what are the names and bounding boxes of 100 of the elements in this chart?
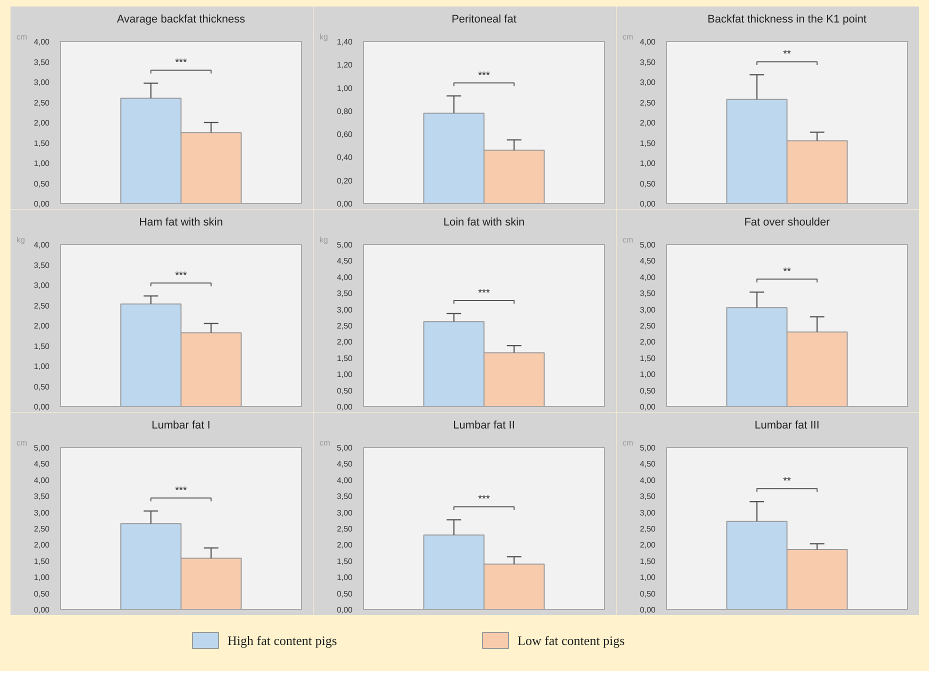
y-tick-label: 3,00 <box>640 305 656 314</box>
y-tick-label: 4,50 <box>640 460 656 469</box>
y-tick-label: 1,00 <box>640 159 656 168</box>
y-tick-label: 3,00 <box>640 508 656 518</box>
y-tick-label: 4,00 <box>34 240 50 250</box>
annotation: ** <box>783 266 791 278</box>
y-axis-title: cm <box>16 438 28 448</box>
y-tick-label: 2,50 <box>336 524 354 534</box>
y-axis-title: cm <box>320 438 330 448</box>
y-tick-label: 4,00 <box>336 476 354 485</box>
y-tick-label: 0,50 <box>34 179 50 188</box>
y-tick-label: 1,50 <box>640 354 656 363</box>
y-tick-label: 3,50 <box>336 289 354 298</box>
annotation: *** <box>175 58 187 69</box>
y-tick-label: 2,50 <box>640 524 656 534</box>
y-tick-label: 3,50 <box>640 492 656 502</box>
y-tick-label: 4,00 <box>336 272 354 282</box>
y-tick-label: 2,00 <box>34 540 50 550</box>
y-tick-label: 0,50 <box>34 589 50 598</box>
y-tick-label: 0,00 <box>34 402 50 412</box>
y-tick-label: 0,00 <box>640 402 656 412</box>
y-tick-label: 3,50 <box>34 58 50 67</box>
y-tick-label: 0,00 <box>34 200 50 208</box>
y-tick-label: 3,00 <box>34 281 50 290</box>
y-tick-label: 1,00 <box>640 573 656 582</box>
y-tick-label: 1,00 <box>336 370 354 380</box>
y-tick-label: 0,00 <box>336 402 354 412</box>
y-tick-label: 1,50 <box>640 138 656 148</box>
y-tick-label: 0,50 <box>336 589 354 598</box>
y-tick-label: 2,50 <box>34 98 50 108</box>
y-axis-title: kg <box>16 236 25 244</box>
y-tick-label: 1,00 <box>336 573 354 582</box>
legend-label: High fat content pigs <box>228 633 337 648</box>
chart-title: Lumbar fat I <box>152 420 210 432</box>
y-tick-label: 2,50 <box>34 524 50 534</box>
y-tick-label: 1,00 <box>34 159 50 168</box>
chart-title: Lumbar fat III <box>754 420 820 432</box>
y-tick-label: 2,00 <box>336 338 354 347</box>
y-tick-label: 2,00 <box>640 540 656 550</box>
y-tick-label: 1,50 <box>34 138 50 148</box>
chart-title: Peritoneal fat <box>452 14 516 26</box>
y-tick-label: 2,50 <box>336 322 354 330</box>
y-tick-label: 4,00 <box>640 38 656 46</box>
y-tick-label: 2,50 <box>640 322 656 330</box>
y-tick-label: 0,00 <box>34 606 50 614</box>
y-tick-label: 1,50 <box>336 354 354 363</box>
y-tick-label: 3,00 <box>336 305 354 314</box>
y-tick-label: 2,00 <box>336 540 354 550</box>
y-tick-label: 4,00 <box>34 38 50 46</box>
y-tick-label: 2,00 <box>34 322 50 330</box>
y-tick-label: 1,00 <box>640 370 656 380</box>
y-tick-label: 3,50 <box>336 492 354 502</box>
chart-title: Ham fat with skin <box>139 216 223 228</box>
y-tick-label: 1,40 <box>336 38 354 46</box>
y-tick-label: 3,00 <box>34 508 50 518</box>
y-tick-label: 0,60 <box>336 130 354 140</box>
y-tick-label: 0,40 <box>336 153 354 162</box>
y-axis-title: cm <box>622 438 634 448</box>
y-tick-label: 0,50 <box>34 382 50 392</box>
y-tick-label: 0,50 <box>640 589 656 598</box>
y-tick-label: 0,50 <box>336 386 354 396</box>
annotation: *** <box>478 494 490 506</box>
y-tick-label: 3,50 <box>34 492 50 502</box>
y-tick-label: 5,00 <box>336 444 354 452</box>
y-tick-label: 3,50 <box>640 58 656 67</box>
y-tick-label: 5,00 <box>336 240 354 250</box>
chart-title: Loin fat with skin <box>443 216 525 228</box>
y-tick-label: 4,00 <box>640 272 656 282</box>
y-tick-label: 1,50 <box>34 556 50 566</box>
y-tick-label: 2,50 <box>34 301 50 310</box>
y-tick-label: 4,00 <box>640 476 656 485</box>
y-tick-label: 1,50 <box>34 342 50 351</box>
y-tick-label: 1,00 <box>34 573 50 582</box>
chart-title: Backfat thickness in the K1 point <box>708 14 866 26</box>
y-tick-label: 4,50 <box>336 256 354 266</box>
y-tick-label: 5,00 <box>34 444 50 452</box>
y-axis-title: kg <box>320 236 328 244</box>
y-tick-label: 1,50 <box>336 556 354 566</box>
annotation: ** <box>783 49 791 60</box>
y-tick-label: 3,50 <box>34 260 50 270</box>
chart-title: Avarage backfat thickness <box>116 14 246 26</box>
chart-title: Fat over shoulder <box>744 216 830 228</box>
y-tick-label: 0,00 <box>336 606 354 614</box>
y-tick-label: 5,00 <box>640 444 656 452</box>
annotation: *** <box>175 270 187 282</box>
y-tick-label: 2,00 <box>34 118 50 128</box>
y-tick-label: 3,00 <box>34 78 50 87</box>
y-tick-label: 3,00 <box>640 78 656 87</box>
y-tick-label: 0,50 <box>640 179 656 188</box>
annotation: ** <box>783 476 791 488</box>
y-axis-title: cm <box>622 32 634 42</box>
y-tick-label: 4,00 <box>34 476 50 485</box>
y-tick-label: 4,50 <box>34 460 50 469</box>
y-tick-label: 0,00 <box>640 200 656 208</box>
y-tick-label: 1,20 <box>336 60 354 70</box>
y-tick-label: 2,00 <box>640 118 656 128</box>
y-tick-label: 0,80 <box>336 106 354 116</box>
y-tick-label: 1,00 <box>34 362 50 371</box>
chart-title: Lumbar fat II <box>453 420 515 432</box>
y-tick-label: 3,00 <box>336 508 354 518</box>
